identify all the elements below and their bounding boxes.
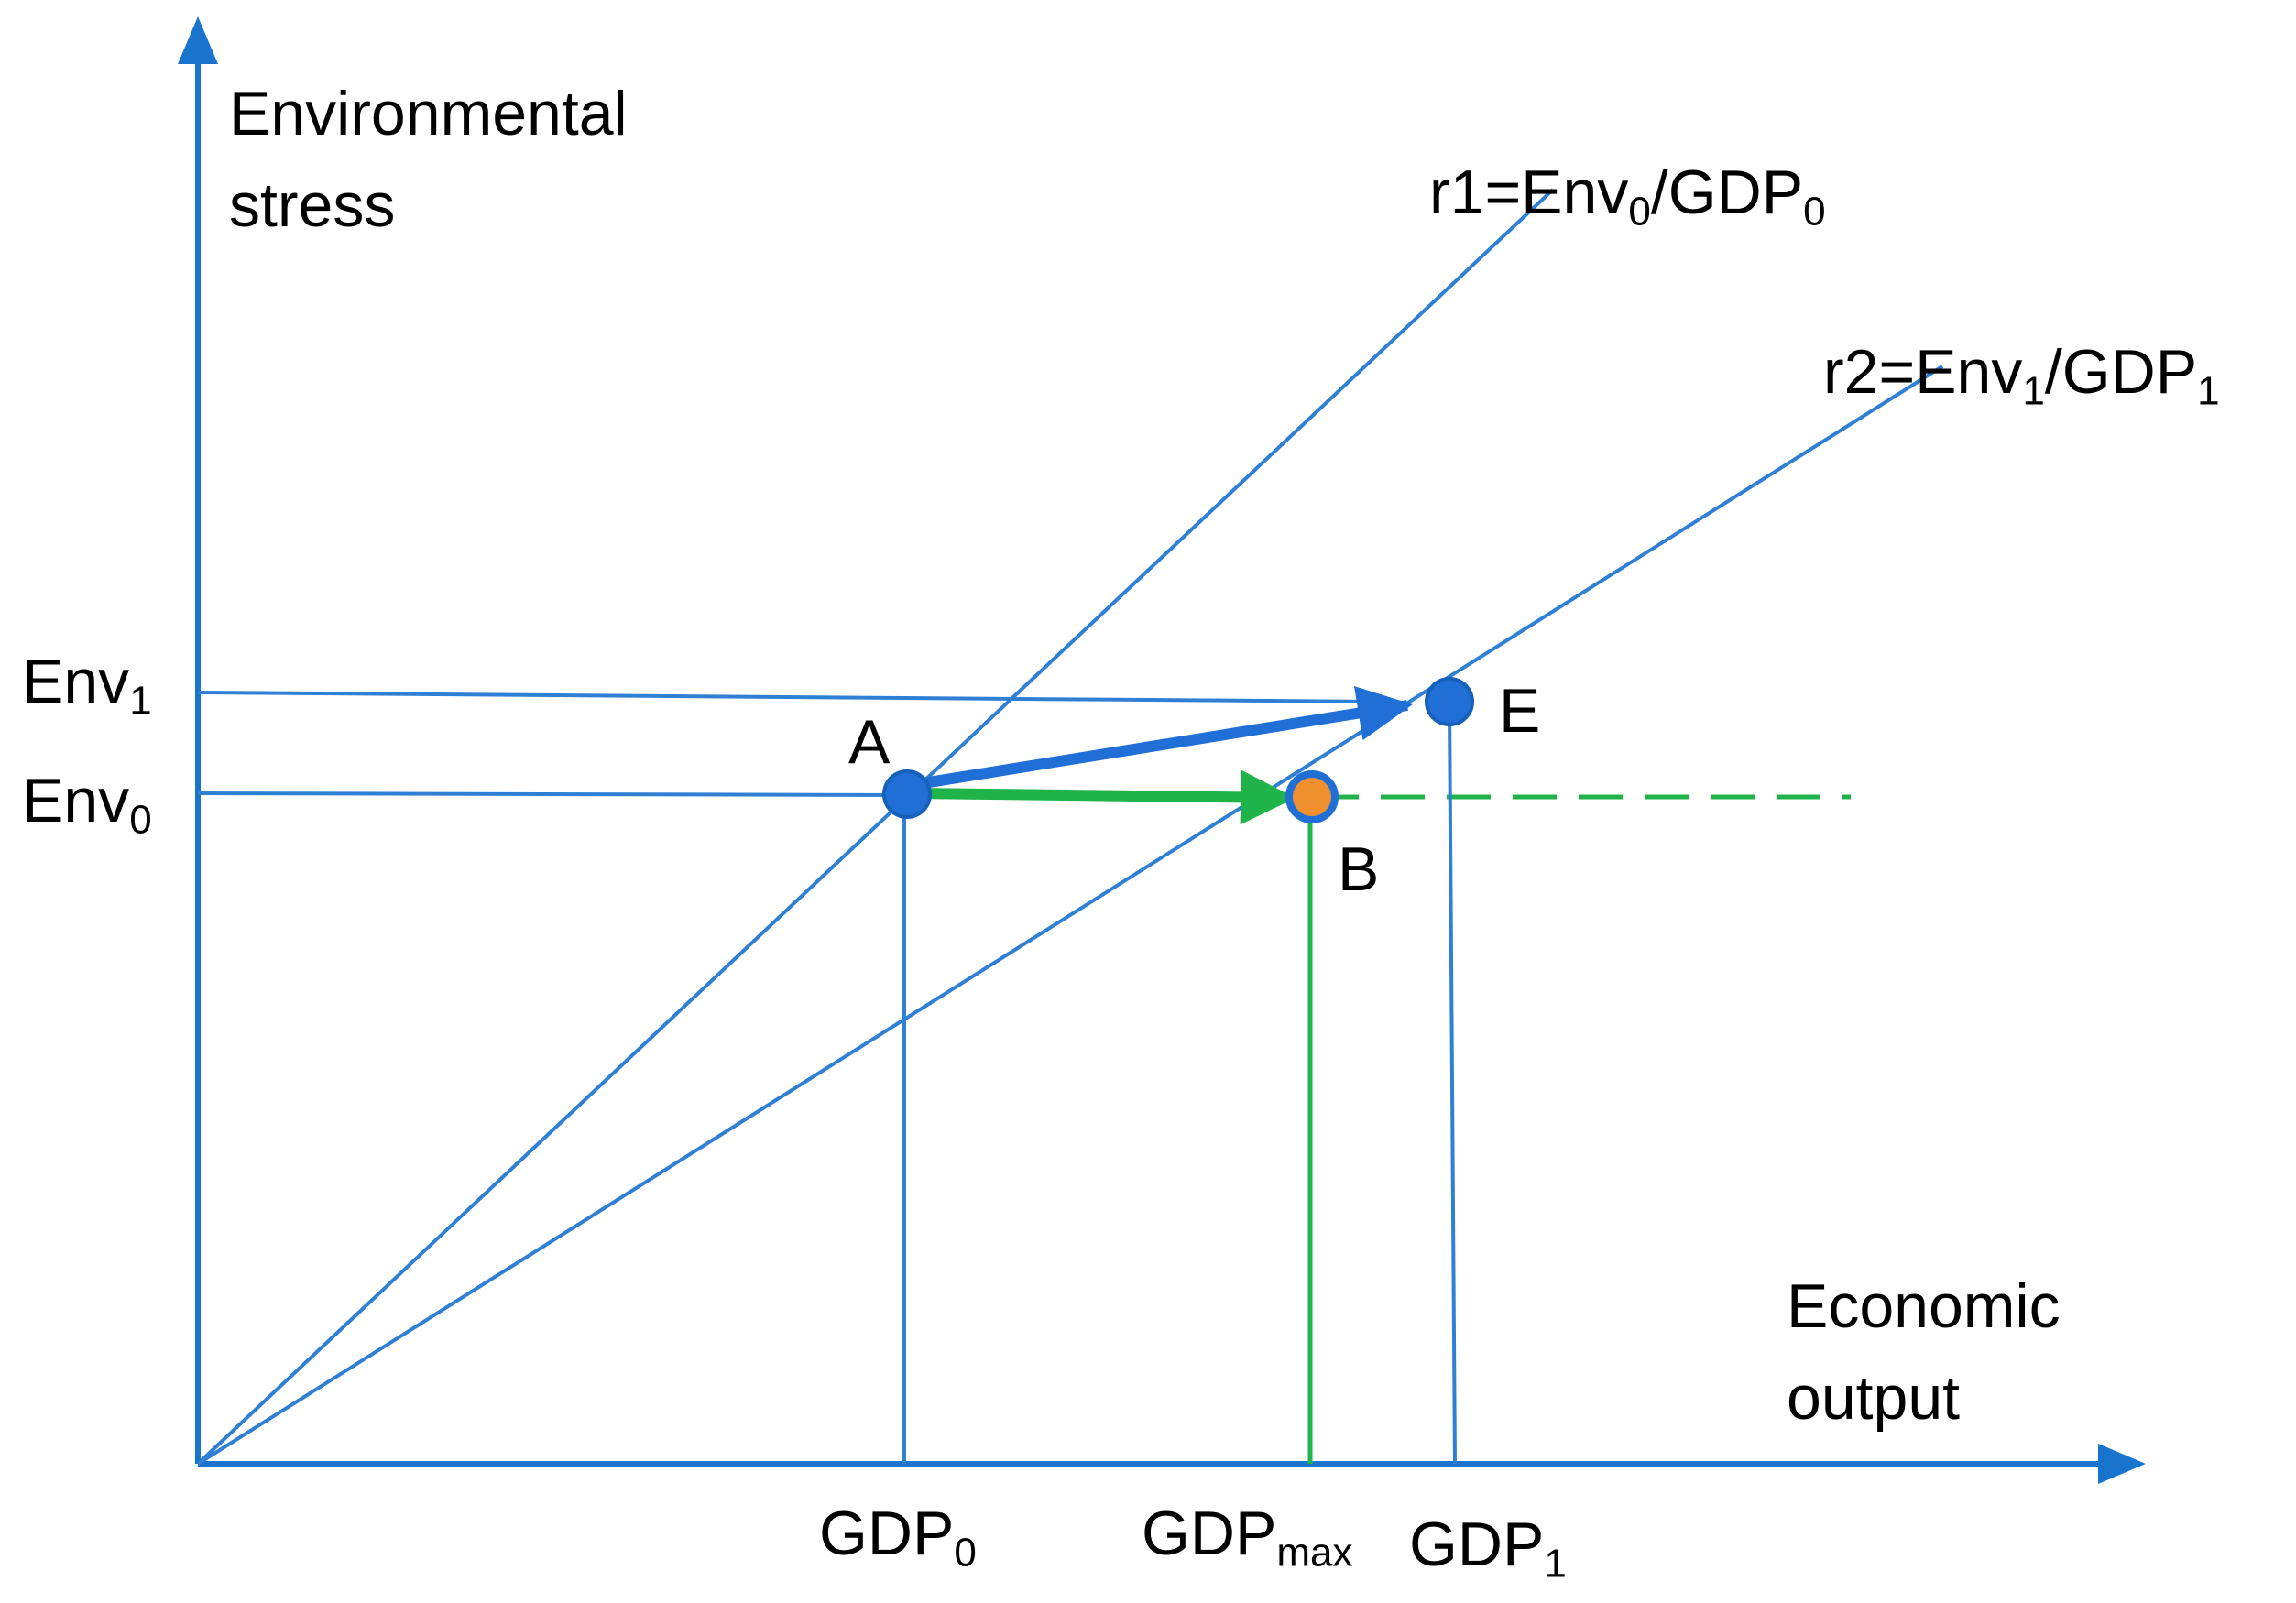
point-e-label: E — [1499, 676, 1541, 746]
gdpmax-label: GDPmax — [1142, 1499, 1353, 1576]
gdp1-label: GDP1 — [1409, 1510, 1567, 1587]
arrow-a-to-e — [911, 685, 1413, 791]
y-axis-label-line2: stress — [229, 170, 396, 240]
env0-guide — [197, 791, 908, 797]
point-a-label: A — [848, 707, 891, 777]
ray-r2 — [196, 365, 1944, 1466]
ray-r1 — [196, 188, 1555, 1466]
point-b-marker — [1285, 770, 1339, 823]
point-b-label: B — [1338, 834, 1380, 904]
x-axis-label: Economic output — [1787, 1260, 2061, 1444]
y-axis-arrowhead — [178, 16, 218, 64]
x-axis-label-line1: Economic — [1787, 1271, 2061, 1341]
env0-label: Env0 — [22, 766, 152, 843]
x-axis-arrowhead — [2098, 1444, 2146, 1484]
env1-guide — [197, 691, 1380, 703]
gdp0-label: GDP0 — [819, 1499, 977, 1576]
x-axis-label-line2: output — [1787, 1363, 1961, 1433]
point-a-marker — [882, 769, 932, 819]
ray-r1-label: r1=Env0/GDP0 — [1429, 158, 1826, 234]
gdp1-drop — [1448, 704, 1457, 1465]
y-axis-label-line1: Environmental — [229, 79, 628, 148]
ray-r2-label: r2=Env1/GDP1 — [1823, 337, 2220, 414]
y-axis-label: Environmental stress — [229, 68, 628, 251]
arrow-a-to-b — [911, 769, 1296, 825]
point-e-marker — [1425, 677, 1474, 726]
env1-label: Env1 — [22, 647, 152, 724]
